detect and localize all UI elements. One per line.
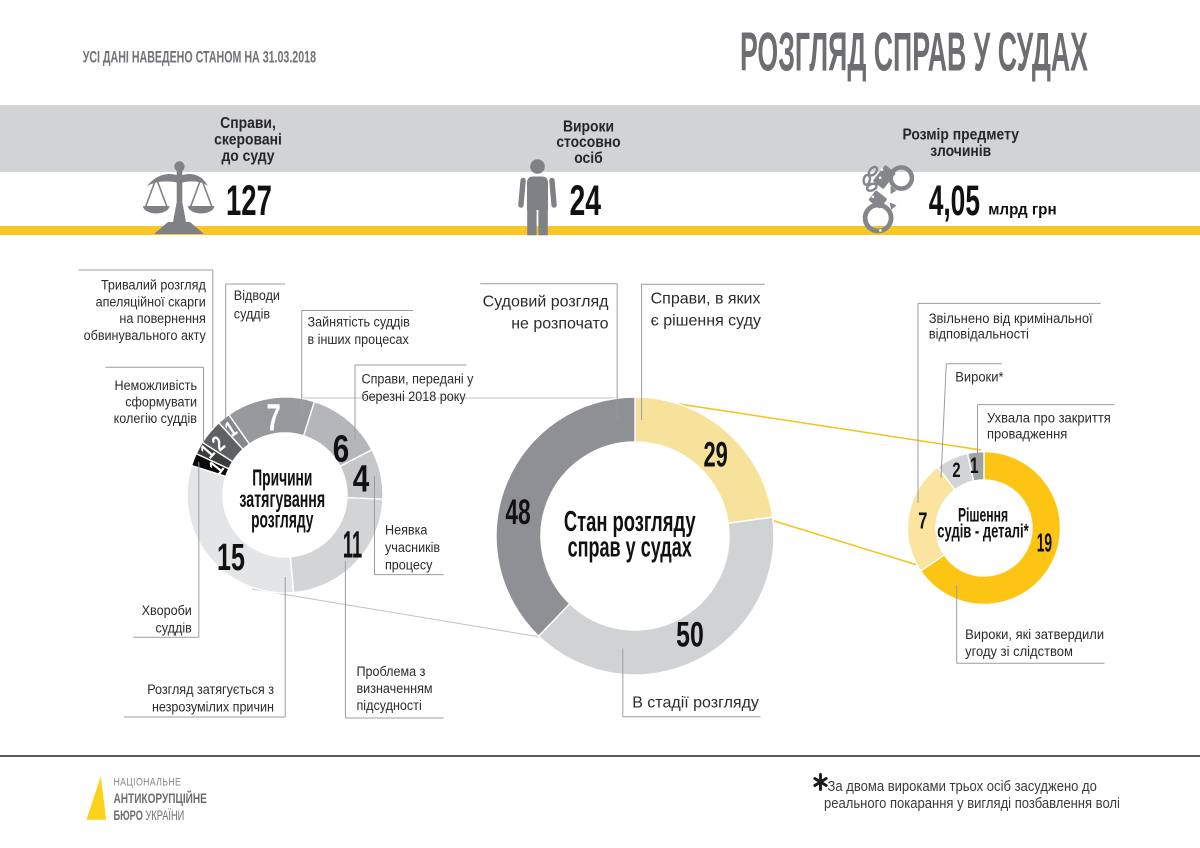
svg-text:В стадії розгляду: В стадії розгляду [632, 695, 759, 712]
svg-text:розгляду: розгляду [251, 508, 314, 533]
svg-text:Справи, в яких: Справи, в яких [651, 291, 761, 308]
svg-text:Зайнятість суддів: Зайнятість суддів [308, 314, 410, 330]
svg-text:Вироки, які затвердили: Вироки, які затвердили [965, 627, 1104, 643]
svg-text:Тривалий розгляд: Тривалий розгляд [101, 277, 206, 293]
svg-text:7: 7 [266, 396, 280, 438]
svg-text:11: 11 [343, 524, 362, 566]
svg-text:Судовий розгляд: Судовий розгляд [483, 293, 610, 310]
svg-text:4: 4 [353, 458, 370, 500]
svg-text:Розгляд затягується з: Розгляд затягується з [147, 681, 274, 697]
svg-text:злочинів: злочинів [930, 142, 991, 160]
svg-text:Стан розгляду: Стан розгляду [564, 506, 696, 538]
svg-text:реального покарання у вигляді: реального покарання у вигляді позбавленн… [824, 795, 1120, 811]
svg-text:29: 29 [703, 436, 727, 474]
svg-text:7: 7 [918, 509, 927, 534]
svg-text:суддів: суддів [155, 620, 191, 636]
svg-text:2: 2 [952, 459, 960, 482]
svg-text:підсудності: підсудності [357, 697, 422, 713]
svg-text:Розмір предмету: Розмір предмету [902, 126, 1019, 144]
svg-text:стосовно: стосовно [556, 133, 620, 151]
svg-text:учасників: учасників [385, 539, 440, 555]
svg-text:суддів: суддів [234, 306, 270, 322]
svg-text:УСІ ДАНІ НАВЕДЕНО СТАНОМ НА 31: УСІ ДАНІ НАВЕДЕНО СТАНОМ НА 31.03.2018 [83, 47, 316, 66]
svg-text:є рішення суду: є рішення суду [651, 313, 761, 330]
svg-text:березні 2018 року: березні 2018 року [362, 388, 467, 404]
svg-text:Проблема з: Проблема з [357, 663, 426, 679]
svg-text:6: 6 [333, 428, 349, 470]
svg-text:Звільнено від кримінальної: Звільнено від кримінальної [929, 310, 1093, 326]
svg-text:відповідальності: відповідальності [929, 326, 1029, 342]
svg-text:до суду: до суду [221, 147, 275, 165]
svg-text:15: 15 [217, 536, 245, 578]
svg-text:млрд грн: млрд грн [988, 201, 1056, 218]
svg-text:справ у судах: справ у судах [568, 532, 693, 564]
svg-text:Неявка: Неявка [385, 522, 428, 538]
svg-text:не розпочато: не розпочато [511, 315, 608, 332]
svg-text:БЮРО УКРАЇНИ: БЮРО УКРАЇНИ [114, 807, 185, 824]
svg-text:Ухвала про закриття: Ухвала про закриття [987, 410, 1111, 426]
svg-text:24: 24 [570, 176, 602, 224]
svg-text:на повернення: на повернення [119, 310, 205, 326]
svg-text:НАЦІОНАЛЬНЕ: НАЦІОНАЛЬНЕ [114, 777, 182, 789]
svg-text:50: 50 [676, 616, 704, 654]
svg-text:1: 1 [970, 454, 979, 478]
svg-text:в інших процесах: в інших процесах [308, 332, 410, 348]
svg-text:апеляційної скарги: апеляційної скарги [96, 294, 206, 310]
svg-text:осіб: осіб [574, 149, 603, 167]
svg-text:Вироки: Вироки [563, 117, 614, 135]
svg-text:АНТИКОРУПЦІЙНЕ: АНТИКОРУПЦІЙНЕ [114, 789, 207, 806]
svg-text:незрозумілих причин: незрозумілих причин [152, 699, 274, 715]
svg-text:визначенням: визначенням [357, 680, 433, 696]
svg-text:Рішення: Рішення [958, 506, 1008, 526]
svg-text:провадження: провадження [987, 426, 1067, 442]
svg-text:4,05: 4,05 [929, 176, 980, 224]
svg-text:Неможливість: Неможливість [115, 377, 198, 393]
svg-text:48: 48 [505, 493, 530, 532]
svg-text:Причини: Причини [252, 466, 312, 491]
svg-text:Вироки*: Вироки* [955, 369, 1004, 385]
svg-text:угоду зі слідством: угоду зі слідством [965, 644, 1073, 660]
svg-text:затягування: затягування [239, 488, 325, 513]
svg-text:обвинувального акту: обвинувального акту [84, 327, 206, 343]
svg-text:колегію суддів: колегію суддів [114, 411, 197, 427]
svg-text:Справи, передані у: Справи, передані у [362, 371, 474, 387]
svg-text:19: 19 [1037, 529, 1052, 558]
svg-text:скеровані: скеровані [214, 131, 282, 149]
svg-text:процесу: процесу [385, 557, 433, 573]
svg-text:сформувати: сформувати [125, 394, 197, 410]
svg-text:За двома вироками трьох осіб з: За двома вироками трьох осіб засуджено д… [828, 778, 1098, 794]
svg-text:Відводи: Відводи [234, 287, 280, 303]
svg-text:127: 127 [226, 176, 272, 225]
svg-text:судів - деталі*: судів - деталі* [937, 521, 1029, 542]
svg-text:РОЗГЛЯД СПРАВ У СУДАХ: РОЗГЛЯД СПРАВ У СУДАХ [740, 22, 1088, 83]
svg-text:Справи,: Справи, [220, 114, 276, 132]
svg-text:Хвороби: Хвороби [142, 602, 192, 618]
